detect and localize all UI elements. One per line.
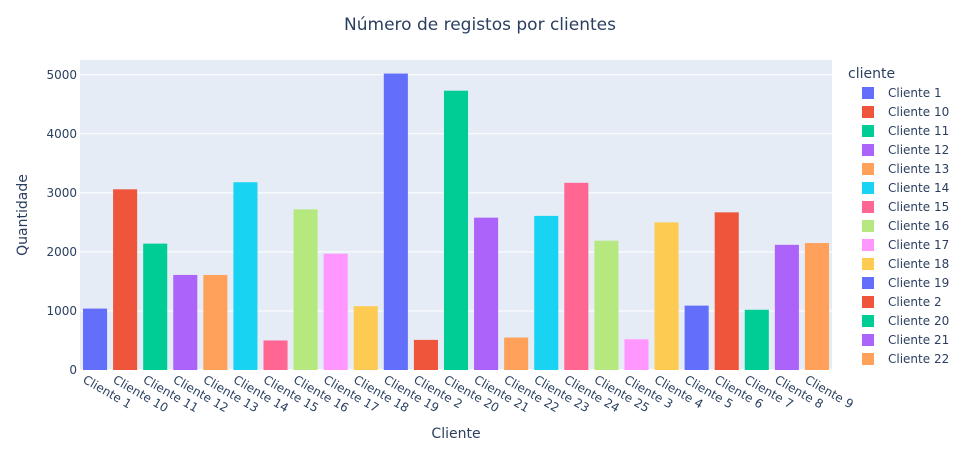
bar xyxy=(203,274,228,370)
bar xyxy=(383,73,408,370)
legend-label[interactable]: Cliente 14 xyxy=(888,181,949,195)
legend-swatch[interactable] xyxy=(862,334,874,346)
x-axis-title: Cliente xyxy=(431,426,480,442)
bar xyxy=(113,189,138,370)
y-axis-title: Quantidade xyxy=(15,174,31,256)
bar xyxy=(504,337,529,370)
legend-swatch[interactable] xyxy=(862,239,874,251)
bar xyxy=(714,212,739,370)
bar xyxy=(233,182,258,370)
y-tick-label: 0 xyxy=(69,363,77,377)
y-tick-label: 3000 xyxy=(46,186,77,200)
bar xyxy=(534,215,559,370)
legend-label[interactable]: Cliente 17 xyxy=(888,238,949,252)
legend-swatch[interactable] xyxy=(862,258,874,270)
legend-label[interactable]: Cliente 19 xyxy=(888,276,949,290)
bar xyxy=(624,339,649,370)
y-tick-label: 5000 xyxy=(46,68,77,82)
legend-label[interactable]: Cliente 16 xyxy=(888,219,949,233)
legend-label[interactable]: Cliente 2 xyxy=(888,295,942,309)
legend-swatch[interactable] xyxy=(862,106,874,118)
bar xyxy=(684,305,709,370)
legend-swatch[interactable] xyxy=(862,163,874,175)
bar xyxy=(323,253,348,370)
bar xyxy=(143,243,168,370)
bar xyxy=(774,244,799,370)
legend-label[interactable]: Cliente 10 xyxy=(888,105,949,119)
bar xyxy=(353,306,378,370)
bar xyxy=(594,240,619,370)
y-tick-label: 2000 xyxy=(46,245,77,259)
legend-swatch[interactable] xyxy=(862,353,874,365)
y-tick-label: 4000 xyxy=(46,127,77,141)
legend-label[interactable]: Cliente 12 xyxy=(888,143,949,157)
legend-swatch[interactable] xyxy=(862,182,874,194)
y-axis-ticks: 0 1000 2000 3000 4000 5000 xyxy=(46,68,77,377)
y-tick-label: 1000 xyxy=(46,304,77,318)
legend-swatch[interactable] xyxy=(862,87,874,99)
legend-label[interactable]: Cliente 20 xyxy=(888,314,949,328)
legend-swatch[interactable] xyxy=(862,144,874,156)
legend-swatch[interactable] xyxy=(862,315,874,327)
bar xyxy=(474,217,499,370)
chart-title: Número de registos por clientes xyxy=(344,15,616,35)
legend-swatch[interactable] xyxy=(862,220,874,232)
legend-title: cliente xyxy=(848,66,895,82)
legend-label[interactable]: Cliente 13 xyxy=(888,162,949,176)
bar xyxy=(654,222,679,370)
legend-swatch[interactable] xyxy=(862,201,874,213)
legend-swatch[interactable] xyxy=(862,296,874,308)
bar xyxy=(804,243,829,370)
bars xyxy=(83,73,829,370)
legend-label[interactable]: Cliente 21 xyxy=(888,333,949,347)
legend-label[interactable]: Cliente 15 xyxy=(888,200,949,214)
bar xyxy=(263,340,288,370)
bar xyxy=(83,308,108,370)
bar xyxy=(173,274,198,370)
legend-label[interactable]: Cliente 11 xyxy=(888,124,949,138)
legend-label[interactable]: Cliente 18 xyxy=(888,257,949,271)
legend: cliente Cliente 1 Cliente 10 Cliente 11 Cli… xyxy=(848,66,949,366)
bar xyxy=(564,182,589,370)
legend-label[interactable]: Cliente 1 xyxy=(888,86,942,100)
bar xyxy=(413,339,438,370)
legend-label[interactable]: Cliente 22 xyxy=(888,352,949,366)
legend-swatch[interactable] xyxy=(862,125,874,137)
bar xyxy=(744,309,769,370)
bar xyxy=(293,209,318,370)
bar xyxy=(443,90,469,370)
legend-swatch[interactable] xyxy=(862,277,874,289)
